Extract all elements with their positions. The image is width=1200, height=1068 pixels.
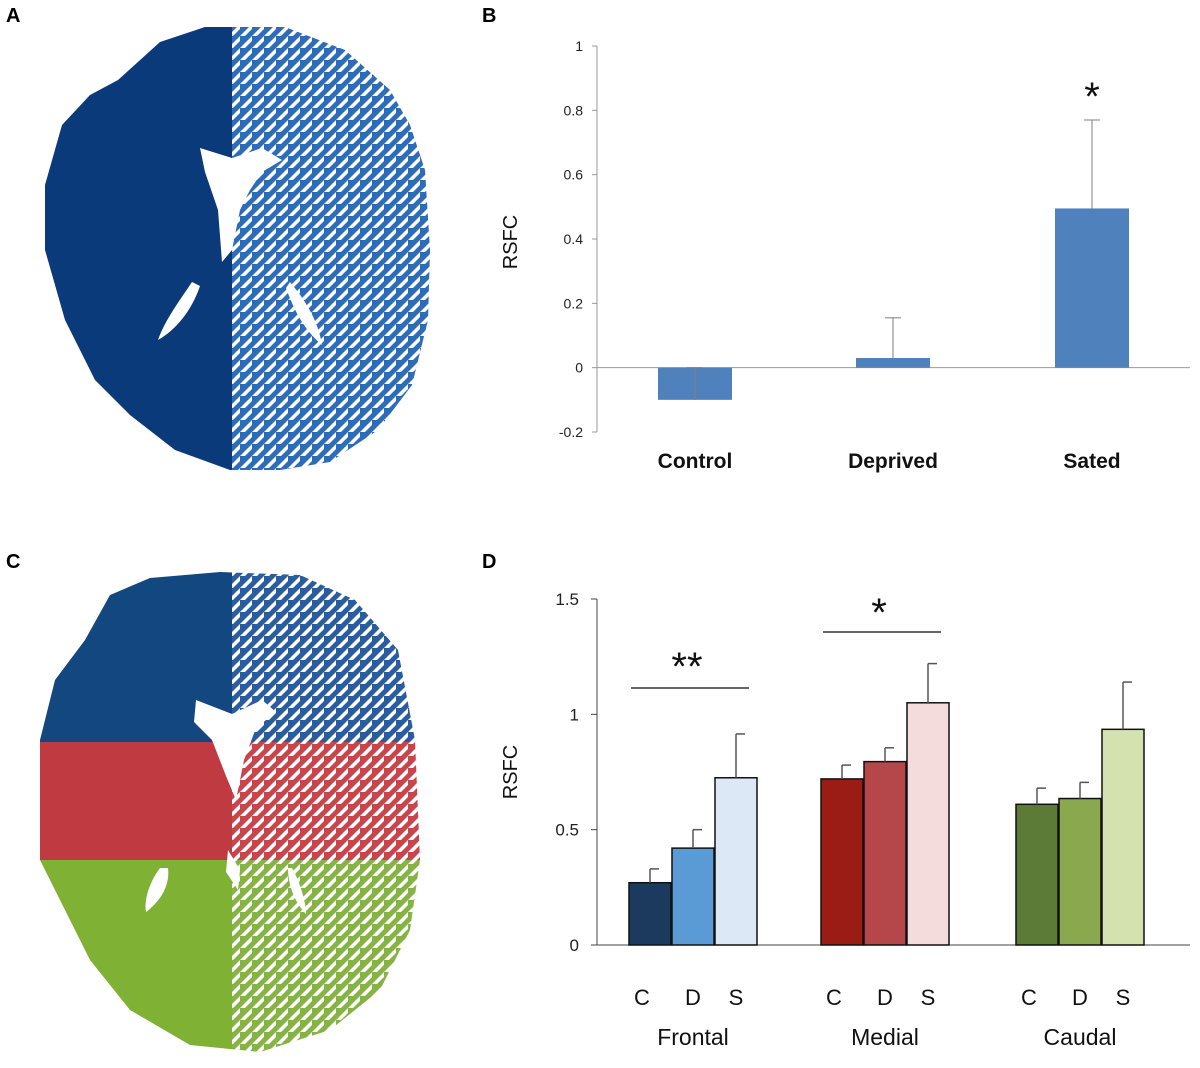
chart-d-subcategory-label: D [877,985,893,1010]
medial-left-solid [40,742,232,860]
ventricle-center-c [226,850,240,890]
chart-d-subcategory-label: S [921,985,936,1010]
ventricle-anterior [200,148,282,262]
ventricle-anterior-c [194,700,276,800]
chart-d-ytick-label: 0 [570,936,579,955]
left-hemisphere-solid [45,27,238,470]
panel-letter-a: A [6,5,20,27]
chart-b-ylabel: RSFC [500,215,522,269]
chart-b-ytick-label: 0 [575,360,583,376]
chart-b-category-label: Control [658,450,733,473]
chart-d-bar-caudal-s [1101,728,1145,946]
chart-d-subcategory-label: C [826,985,842,1010]
chart-d-ytick-label: 0.5 [555,821,579,840]
chart-d-bar-frontal-c [628,881,672,946]
caudal-right-patterned [232,860,420,1052]
chart-d-ytick-label: 1 [570,705,579,724]
chart-d-bar-caudal-d [1058,797,1102,946]
chart-d-subcategory-label: C [1021,985,1037,1010]
panel-letter-c: C [6,551,20,573]
chart-d-bar-frontal-d [671,847,715,946]
chart-d-bar-medial-d [863,760,907,946]
right-hemisphere-patterned [232,27,430,470]
panel-letter-d: D [482,551,496,573]
chart-b-category-label: Deprived [848,450,938,473]
chart-b-significance-star: * [1084,75,1100,119]
chart-b-bar-sated [1055,208,1129,368]
chart-d-bar-medial-s [906,702,950,946]
chart-b-ytick-label: 0.4 [564,231,584,247]
chart-d-group-label: Frontal [657,1024,729,1050]
brain-map-c [40,572,420,1052]
caudal-left-solid [40,860,232,1052]
chart-d-group-label: Medial [851,1024,919,1050]
chart-d-ytick-label: 1.5 [555,590,579,609]
chart-d-bar-medial-c [820,778,864,946]
ventricle-left [158,282,200,340]
chart-b-ytick-label: 1 [575,38,583,54]
chart-d-bar-caudal-c [1015,803,1059,946]
chart-b-ytick-label: 0.2 [564,295,584,311]
ventricle-right [286,282,322,345]
chart-b-ytick-label: 0.8 [564,102,584,118]
chart-d-significance-star: ** [671,645,702,689]
chart-d-group-label: Caudal [1044,1024,1117,1050]
chart-b-category-label: Sated [1063,450,1120,473]
chart-d-subcategory-label: D [1072,985,1088,1010]
chart-d-ylabel: RSFC [500,745,522,799]
chart-d-bar-frontal-s [714,777,758,946]
chart-d-significance-star: * [871,591,887,635]
panel-letter-b: B [482,5,496,27]
chart-b: RSFC -0.2 0 0.2 0.4 0.6 0.8 1 Control Deprived S… [500,38,1190,473]
chart-b-ytick-label: -0.2 [559,424,583,440]
chart-b-ytick-label: 0.6 [564,167,584,183]
medial-right-patterned [232,742,420,860]
ventricle-left-c [145,868,169,912]
chart-d-subcategory-label: D [685,985,701,1010]
ventricle-right-c [288,868,306,914]
chart-b-bars: Control Deprived Sated * [658,75,1129,473]
chart-d-subcategory-label: S [729,985,744,1010]
chart-d-subcategory-label: S [1116,985,1131,1010]
chart-d-subcategory-label: C [634,985,650,1010]
chart-b-bar-deprived [856,358,930,368]
brain-map-a [45,27,430,470]
